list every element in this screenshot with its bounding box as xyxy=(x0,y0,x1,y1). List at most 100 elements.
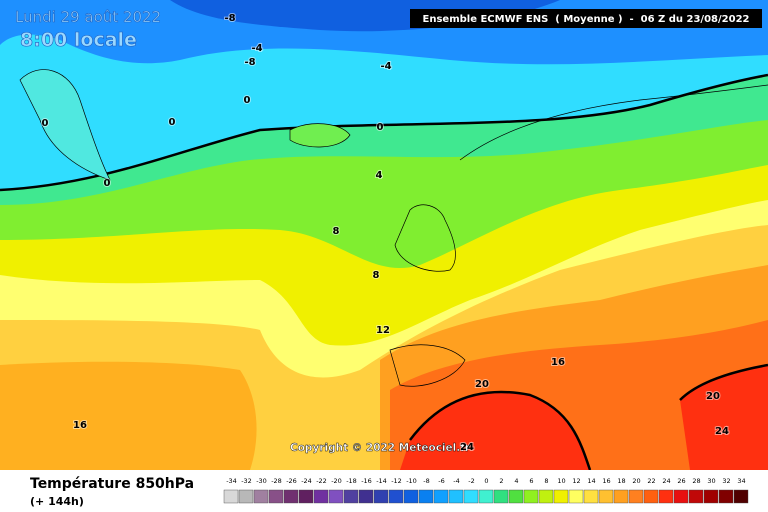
time: 8:00 locale xyxy=(20,29,137,51)
scandinavia-coast xyxy=(459,84,768,161)
colorbar-label: 2 xyxy=(499,477,503,485)
colorbar-swatch xyxy=(673,489,689,504)
contour-label: 24 xyxy=(715,426,729,437)
contour-label: 16 xyxy=(551,357,565,368)
britain-coast xyxy=(394,204,456,272)
colorbar-swatch xyxy=(403,489,419,504)
contour-label: 0 xyxy=(377,122,384,133)
colorbar-swatch xyxy=(448,489,464,504)
colorbar-swatch xyxy=(733,489,749,504)
colorbar-label: 14 xyxy=(587,477,595,485)
contour-label: 4 xyxy=(376,170,383,181)
contour-label: 24 xyxy=(460,442,474,453)
colorbar-swatch xyxy=(703,489,719,504)
contour-label: -4 xyxy=(380,61,391,72)
colorbar-label: 4 xyxy=(514,477,518,485)
contour-label: -4 xyxy=(251,43,262,54)
colorbar-label: -28 xyxy=(271,477,282,485)
greenland-coast xyxy=(19,69,111,181)
contour-label: 0 xyxy=(42,118,49,129)
contour-label: -8 xyxy=(224,13,235,24)
date: Lundi 29 août 2022 xyxy=(15,8,161,26)
contour-twenty xyxy=(409,390,592,471)
contour-twenty-east xyxy=(679,363,768,401)
colorbar-swatch xyxy=(493,489,509,504)
contour-label: 12 xyxy=(376,325,390,336)
colorbar-swatch xyxy=(313,489,329,504)
contour-zero xyxy=(0,73,768,192)
model-box xyxy=(410,9,762,28)
colorbar-label: 24 xyxy=(662,477,670,485)
colorbar-swatch xyxy=(223,489,239,504)
colorbar-label: -2 xyxy=(468,477,474,485)
colorbar-swatch xyxy=(433,489,449,504)
contour-label: 0 xyxy=(244,95,251,106)
colorbar-swatch xyxy=(268,489,284,504)
colorbar-label: -22 xyxy=(316,477,327,485)
colorbar-label: 10 xyxy=(557,477,565,485)
contour-label: 8 xyxy=(373,270,380,281)
colorbar-swatch xyxy=(538,489,554,504)
footer-lead: (+ 144h) xyxy=(30,495,84,508)
colorbar-swatch xyxy=(388,489,404,504)
field-red-east xyxy=(680,365,768,470)
colorbar-swatch xyxy=(478,489,494,504)
colorbar-swatch xyxy=(343,489,359,504)
colorbar-label: 20 xyxy=(632,477,640,485)
colorbar-label: 22 xyxy=(647,477,655,485)
contour-label: 0 xyxy=(104,178,111,189)
colorbar-swatch xyxy=(553,489,569,504)
colorbar-label: 16 xyxy=(602,477,610,485)
colorbar-swatch xyxy=(418,489,434,504)
colorbar-label: -4 xyxy=(453,477,459,485)
colorbar-label: -14 xyxy=(376,477,387,485)
colorbar-label: -8 xyxy=(423,477,429,485)
colorbar-label: -6 xyxy=(438,477,444,485)
colorbar-swatch xyxy=(328,489,344,504)
colorbar-swatch xyxy=(568,489,584,504)
colorbar-label: -24 xyxy=(301,477,312,485)
colorbar-label: -16 xyxy=(361,477,372,485)
colorbar-label: -34 xyxy=(226,477,237,485)
colorbar-label: 0 xyxy=(484,477,488,485)
iberia-coast xyxy=(389,344,466,387)
colorbar-label: 34 xyxy=(737,477,745,485)
colorbar-swatch xyxy=(583,489,599,504)
field-orange-left xyxy=(0,361,257,470)
colorbar-swatch xyxy=(283,489,299,504)
colorbar-label: -30 xyxy=(256,477,267,485)
colorbar-swatch xyxy=(253,489,269,504)
footer-title: Température 850hPa xyxy=(30,476,194,492)
colorbar-label: 18 xyxy=(617,477,625,485)
contour-label: 20 xyxy=(475,379,489,390)
colorbar-label: 6 xyxy=(529,477,533,485)
colorbar-swatch xyxy=(718,489,734,504)
contour-label: 16 xyxy=(73,420,87,431)
colorbar-swatch xyxy=(373,489,389,504)
colorbar-label: 32 xyxy=(722,477,730,485)
contour-label: 0 xyxy=(169,117,176,128)
colorbar-label: 30 xyxy=(707,477,715,485)
colorbar-swatch xyxy=(358,489,374,504)
colorbar-swatch xyxy=(508,489,524,504)
iceland-coast xyxy=(289,123,351,148)
colorbar-label: 28 xyxy=(692,477,700,485)
colorbar-swatch xyxy=(613,489,629,504)
colorbar-swatch xyxy=(643,489,659,504)
colorbar-label: 26 xyxy=(677,477,685,485)
colorbar-label: -20 xyxy=(331,477,342,485)
colorbar-label: 8 xyxy=(544,477,548,485)
colorbar-swatch xyxy=(523,489,539,504)
colorbar-label: -18 xyxy=(346,477,357,485)
contour-label: 20 xyxy=(706,391,720,402)
contour-label: -8 xyxy=(244,57,255,68)
copyright: Copyright © 2022 Meteociel.fr xyxy=(290,442,471,454)
contour-label: 8 xyxy=(333,226,340,237)
colorbar-label: -26 xyxy=(286,477,297,485)
model: Ensemble ECMWF ENS ( Moyenne ) - 06 Z du… xyxy=(423,14,750,25)
colorbar-swatch xyxy=(463,489,479,504)
colorbar-label: -10 xyxy=(406,477,417,485)
colorbar-swatch xyxy=(238,489,254,504)
colorbar-swatch xyxy=(688,489,704,504)
